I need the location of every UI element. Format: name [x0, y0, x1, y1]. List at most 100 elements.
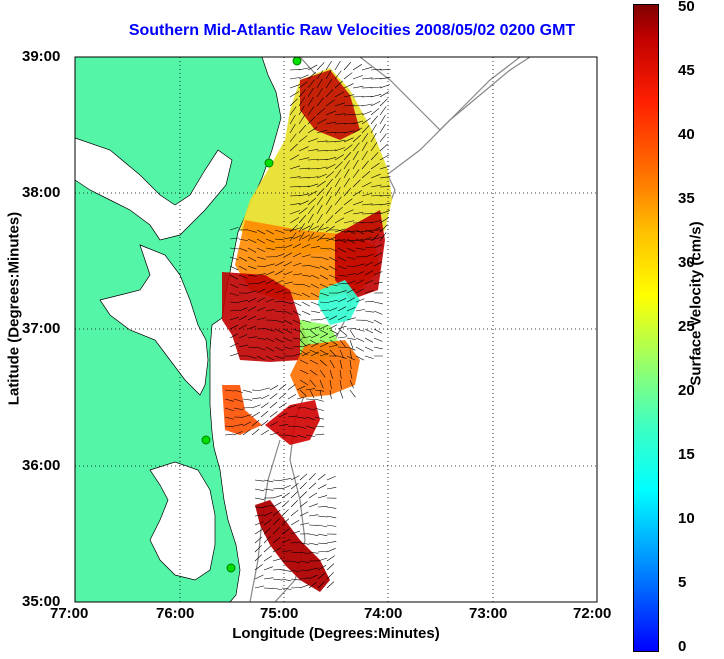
velocity-arrow [265, 229, 275, 235]
velocity-arrow [364, 355, 374, 359]
velocity-arrow [301, 234, 311, 240]
velocity-arrow [352, 127, 363, 134]
velocity-arrow [229, 265, 239, 271]
velocity-arrow [346, 229, 356, 235]
velocity-arrow [287, 415, 298, 418]
velocity-arrow [274, 319, 284, 324]
velocity-arrow [260, 402, 269, 409]
velocity-arrow [299, 542, 310, 545]
velocity-arrow [299, 389, 307, 397]
colorbar [633, 4, 659, 652]
velocity-arrow [229, 283, 239, 289]
velocity-arrow [355, 271, 365, 276]
x-tick-label: 74:00 [364, 605, 403, 622]
velocity-arrow [346, 317, 356, 321]
velocity-arrow [247, 346, 257, 348]
velocity-arrow [265, 247, 275, 251]
velocity-arrow [373, 346, 383, 350]
velocity-arrow [260, 387, 270, 391]
velocity-arrow [238, 247, 248, 252]
velocity-arrow [299, 584, 309, 589]
velocity-arrow [224, 416, 234, 420]
velocity-arrow [319, 309, 329, 312]
velocity-arrow [292, 243, 302, 249]
velocity-arrow [361, 117, 371, 125]
velocity-arrow [229, 324, 239, 330]
velocity-arrow [307, 213, 314, 224]
velocity-arrow [334, 102, 346, 107]
velocity-arrow [256, 280, 266, 285]
velocity-arrow [328, 256, 338, 262]
velocity-arrow [328, 324, 338, 330]
velocity-arrow [343, 220, 355, 224]
velocity-arrow [292, 262, 302, 267]
velocity-arrow [298, 97, 306, 107]
velocity-arrow [364, 290, 374, 294]
velocity-arrow [343, 130, 355, 134]
velocity-arrow [269, 432, 279, 436]
velocity-arrow [272, 578, 283, 581]
velocity-arrow [283, 328, 293, 334]
velocity-arrow [281, 578, 292, 582]
velocity-arrow [361, 160, 369, 170]
velocity-arrow [251, 397, 262, 400]
velocity-arrow [299, 501, 308, 508]
velocity-arrow [316, 234, 326, 242]
velocity-arrow [298, 223, 306, 233]
velocity-arrow [238, 307, 248, 312]
velocity-arrow [317, 550, 328, 553]
velocity-arrow [274, 290, 284, 294]
velocity-arrow [238, 274, 248, 279]
velocity-arrow [307, 64, 318, 71]
velocity-arrow [314, 389, 325, 392]
velocity-arrow [309, 369, 318, 376]
velocity-arrow [370, 142, 378, 152]
velocity-arrow [292, 319, 302, 325]
velocity-arrow [247, 336, 257, 339]
velocity-arrow [299, 569, 310, 571]
velocity-arrow [379, 202, 391, 206]
velocity-arrow [229, 226, 239, 231]
velocity-arrow [310, 274, 320, 279]
velocity-arrow [352, 134, 362, 143]
velocity-arrow [379, 77, 391, 80]
velocity-arrow [314, 407, 324, 412]
velocity-arrow [317, 473, 326, 481]
velocity-arrow [352, 222, 364, 224]
velocity-arrow [379, 91, 390, 98]
velocity-arrow [337, 274, 347, 277]
velocity-arrow [379, 69, 391, 71]
velocity-arrow [316, 213, 323, 224]
velocity-arrow [370, 132, 377, 143]
velocity-arrow [361, 171, 371, 179]
velocity-arrow [352, 211, 364, 215]
velocity-arrow [283, 252, 293, 258]
velocity-arrow [307, 87, 314, 98]
velocity-arrow [265, 279, 275, 285]
velocity-arrow [289, 232, 297, 242]
velocity-arrow [299, 522, 310, 526]
radar-station [226, 563, 236, 573]
velocity-arrow [283, 236, 293, 240]
velocity-arrow [364, 246, 374, 249]
velocity-arrow [298, 207, 308, 215]
velocity-arrow [292, 310, 302, 316]
velocity-arrow [229, 316, 239, 321]
velocity-arrow [317, 572, 326, 580]
velocity-arrow [292, 328, 302, 333]
velocity-arrow [272, 547, 282, 553]
velocity-arrow [256, 256, 266, 260]
velocity-arrow [325, 121, 337, 125]
velocity-arrow [229, 237, 239, 240]
velocity-arrow [370, 212, 382, 215]
velocity-arrow [346, 297, 356, 303]
velocity-arrow [272, 479, 283, 482]
velocity-arrow [310, 292, 320, 298]
velocity-arrow [301, 292, 311, 298]
velocity-arrow [373, 244, 383, 249]
velocity-arrow [379, 224, 388, 233]
velocity-arrow [339, 349, 344, 359]
velocity-arrow [299, 349, 308, 356]
velocity-arrow [316, 223, 324, 233]
velocity-arrow [326, 541, 337, 544]
